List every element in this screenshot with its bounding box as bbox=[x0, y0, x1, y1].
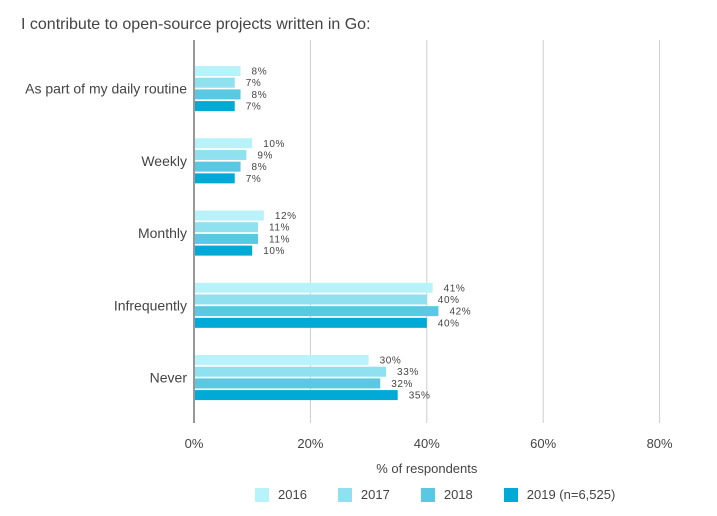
data-label: 7% bbox=[246, 174, 262, 185]
legend-swatch bbox=[503, 487, 518, 502]
legend-label: 2017 bbox=[360, 487, 390, 502]
legend-item: 2019 (n=6,525) bbox=[503, 487, 616, 502]
data-label: 35% bbox=[409, 391, 431, 402]
data-label: 8% bbox=[252, 90, 268, 101]
data-label: 7% bbox=[246, 102, 262, 113]
x-tick-label: 0% bbox=[185, 436, 204, 451]
data-label: 12% bbox=[275, 211, 297, 222]
legend-swatch bbox=[255, 487, 269, 502]
bar bbox=[195, 282, 433, 293]
bar bbox=[195, 77, 235, 88]
bar bbox=[195, 378, 381, 389]
data-label: 11% bbox=[269, 234, 290, 245]
legend-swatch bbox=[420, 487, 435, 502]
bar bbox=[195, 294, 427, 305]
data-label: 40% bbox=[438, 318, 460, 329]
data-label: 40% bbox=[438, 295, 460, 306]
data-label: 8% bbox=[252, 67, 268, 78]
bar bbox=[195, 233, 259, 244]
x-axis-title: % of respondents bbox=[376, 461, 478, 476]
data-label: 30% bbox=[380, 356, 402, 367]
bar bbox=[195, 210, 264, 221]
bar bbox=[195, 89, 241, 100]
legend-label: 2019 (n=6,525) bbox=[526, 487, 616, 502]
category-label: Infrequently bbox=[114, 297, 187, 313]
x-tick-label: 20% bbox=[297, 436, 323, 451]
data-label: 7% bbox=[246, 78, 262, 89]
x-tick-label: 80% bbox=[647, 436, 673, 451]
category-label: Weekly bbox=[141, 153, 187, 169]
data-label: 10% bbox=[263, 139, 285, 150]
data-label: 33% bbox=[397, 367, 419, 378]
legend-item: 2016 bbox=[255, 487, 307, 502]
bar bbox=[195, 161, 241, 172]
bar bbox=[195, 173, 235, 184]
bar bbox=[195, 149, 247, 160]
bar bbox=[195, 317, 427, 328]
data-label: 32% bbox=[391, 379, 413, 390]
bar bbox=[195, 306, 439, 317]
x-tick-label: 40% bbox=[414, 436, 440, 451]
chart-title: I contribute to open-source projects wri… bbox=[21, 16, 371, 33]
bar bbox=[195, 245, 253, 256]
bar bbox=[195, 66, 241, 76]
bar bbox=[195, 222, 259, 233]
legend-swatch bbox=[337, 487, 352, 502]
data-label: 9% bbox=[257, 150, 273, 161]
bar-chart: 0% 20% 40% 60% 80% % of respondents As part of… bbox=[25, 40, 673, 476]
bar bbox=[195, 355, 369, 365]
bar bbox=[195, 101, 235, 112]
x-tick-label: 60% bbox=[530, 436, 556, 451]
data-label: 8% bbox=[252, 162, 268, 173]
category-label: As part of my daily routine bbox=[25, 81, 187, 97]
data-label: 41% bbox=[444, 283, 466, 294]
category-label: Monthly bbox=[138, 225, 187, 241]
legend-item: 2017 bbox=[337, 487, 390, 502]
data-label: 42% bbox=[449, 307, 471, 318]
legend-label: 2016 bbox=[278, 487, 307, 502]
bar bbox=[195, 366, 387, 377]
bar bbox=[195, 390, 398, 401]
bar bbox=[195, 138, 253, 149]
category-label: Never bbox=[150, 370, 188, 386]
legend-item: 2018 bbox=[420, 487, 473, 502]
chart-legend: 2016 2017 2018 2019 (n=6,525) bbox=[255, 487, 646, 502]
data-label: 11% bbox=[269, 223, 290, 234]
legend-label: 2018 bbox=[443, 487, 473, 502]
data-label: 10% bbox=[263, 246, 285, 257]
